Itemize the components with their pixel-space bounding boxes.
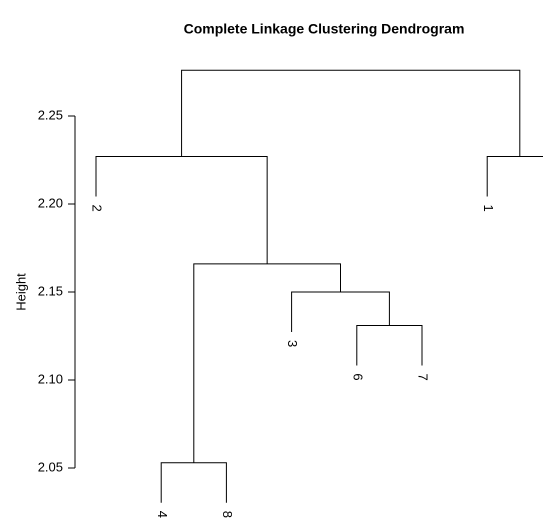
- merge-link: [95, 155, 268, 264]
- merge-link: [181, 69, 521, 157]
- leaf-label: 7: [416, 373, 431, 380]
- leaf-label: 8: [220, 511, 235, 518]
- y-tick-label: 2.25: [38, 107, 63, 122]
- y-tick-label: 2.05: [38, 459, 63, 474]
- y-tick-label: 2.10: [38, 371, 63, 386]
- y-tick-label: 2.15: [38, 283, 63, 298]
- leaf-label: 1: [481, 204, 496, 211]
- leaf-label: 2: [90, 204, 105, 211]
- merge-link: [160, 462, 227, 503]
- leaf-label: 6: [350, 373, 365, 380]
- y-tick-label: 2.20: [38, 195, 63, 210]
- merge-link: [193, 263, 341, 463]
- leaf-label: 4: [155, 511, 170, 518]
- y-axis-label: Height: [13, 273, 28, 311]
- merge-link: [486, 155, 543, 197]
- merge-link: [356, 324, 423, 366]
- chart-title: Complete Linkage Clustering Dendrogram: [184, 21, 465, 37]
- leaf-label: 3: [285, 340, 300, 347]
- merge-link: [291, 291, 390, 332]
